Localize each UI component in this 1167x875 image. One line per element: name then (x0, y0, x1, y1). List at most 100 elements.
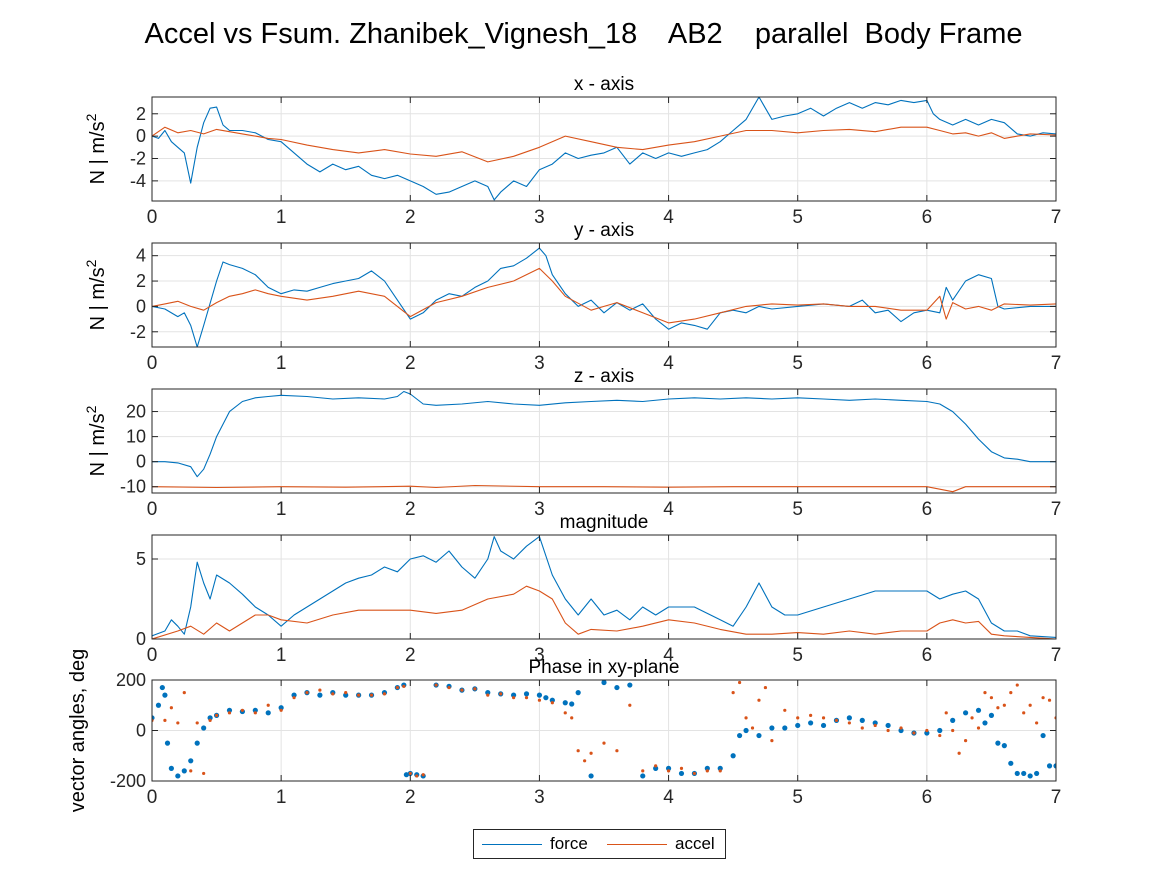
point-accel (240, 708, 244, 712)
x-tick-label: 3 (534, 787, 545, 808)
subplot-title: z - axis (574, 366, 634, 387)
y-axis-label: N | m/s2 (83, 259, 109, 330)
data-layer (152, 390, 1056, 493)
subplot-4: 0 1 2 3 4 5 6 7 0 5 magnitude (136, 512, 1061, 666)
point-accel (1028, 703, 1032, 707)
point-accel (176, 721, 180, 725)
y-tick-label: 5 (136, 549, 146, 569)
point-accel (208, 718, 212, 723)
plot-area (152, 243, 1056, 347)
x-tick-label: 2 (405, 207, 416, 228)
point-accel (692, 771, 697, 776)
point-force (1027, 773, 1033, 779)
x-tick-label: 4 (663, 499, 674, 520)
point-accel (344, 691, 348, 695)
point-accel (983, 691, 987, 695)
y-tick-label: 0 (136, 296, 146, 316)
point-force (265, 710, 271, 716)
point-accel (886, 728, 890, 733)
point-force (252, 707, 258, 713)
point-accel (279, 708, 283, 712)
point-accel (570, 716, 574, 720)
point-accel (970, 716, 974, 720)
x-tick-label: 0 (147, 499, 158, 520)
point-accel (473, 687, 477, 691)
point-accel (1041, 696, 1045, 700)
point-accel (628, 703, 632, 707)
x-tick-label: 1 (276, 645, 287, 666)
data-layer (152, 97, 1056, 201)
series-line-accel (152, 585, 1056, 639)
point-accel (421, 773, 425, 777)
series-line-accel (152, 484, 1056, 493)
point-force (1008, 760, 1014, 766)
x-tick-label: 0 (147, 353, 158, 374)
point-force (536, 692, 543, 698)
point-force (226, 707, 233, 713)
point-accel (957, 751, 961, 755)
y-tick-label: 4 (136, 246, 146, 266)
x-tick-label: 2 (405, 645, 416, 666)
point-accel (1009, 691, 1013, 695)
point-accel (163, 718, 167, 723)
figure-title: Accel vs Fsum. Zhanibek_Vignesh_18 AB2 p… (144, 18, 1023, 50)
y-axis-label: N | m/s2 (83, 405, 109, 476)
point-force (982, 720, 988, 726)
series-line-force (152, 247, 1056, 347)
subplot-title: y - axis (574, 220, 634, 241)
x-tick-label: 0 (147, 645, 158, 666)
point-accel (718, 769, 722, 773)
y-axis-label: N | m/s2 (83, 113, 109, 184)
legend-label-force: force (550, 834, 588, 853)
point-accel (408, 771, 412, 776)
series-line-force (152, 536, 1056, 638)
axes-box (151, 534, 1057, 640)
y-tick-label: 2 (136, 271, 146, 291)
series-line-force (152, 97, 1056, 201)
x-tick-label: 1 (276, 787, 287, 808)
point-force (820, 722, 827, 729)
point-accel (460, 688, 464, 692)
x-tick-label: 4 (663, 207, 674, 228)
point-force (1021, 770, 1027, 777)
x-tick-label: 4 (663, 645, 674, 666)
point-accel (763, 685, 768, 690)
point-force (950, 717, 956, 724)
point-accel (1047, 698, 1052, 702)
point-force (614, 684, 620, 691)
x-tick-label: 2 (405, 787, 416, 808)
x-tick-label: 1 (276, 353, 287, 374)
x-tick-label: 7 (1051, 499, 1062, 520)
point-accel (641, 769, 645, 773)
point-force (343, 692, 349, 698)
point-force (1053, 763, 1056, 769)
point-accel (550, 701, 554, 705)
point-force (963, 710, 969, 716)
point-force (627, 682, 633, 688)
point-accel (331, 692, 335, 696)
x-tick-label: 6 (922, 353, 933, 374)
point-accel (679, 766, 684, 770)
point-accel (757, 698, 761, 702)
point-force (588, 773, 594, 779)
point-accel (499, 692, 503, 696)
point-accel (860, 726, 864, 730)
x-tick-label: 6 (922, 499, 933, 520)
point-force (1001, 743, 1007, 749)
point-accel (524, 696, 529, 700)
point-accel (434, 683, 438, 687)
point-accel (563, 711, 567, 715)
point-force (168, 765, 174, 771)
point-accel (402, 684, 406, 688)
point-accel (253, 711, 257, 715)
point-force (937, 727, 943, 734)
plot-area (152, 535, 1056, 639)
legend-line-accel (607, 844, 667, 845)
point-force (562, 700, 568, 706)
point-accel (938, 733, 942, 738)
y-tick-label: 0 (136, 721, 146, 741)
point-accel (989, 696, 994, 700)
point-accel (415, 774, 419, 778)
point-accel (318, 688, 322, 692)
